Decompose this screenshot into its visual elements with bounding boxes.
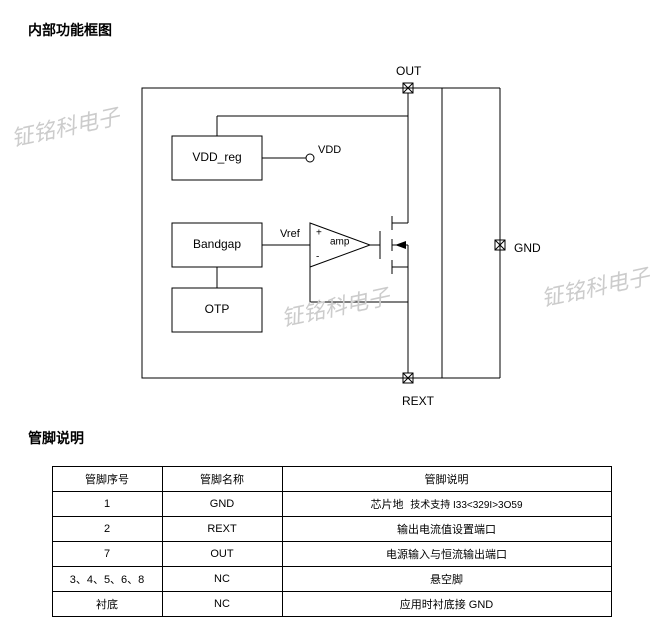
watermark-text: 钲铭科电子 [538,259,652,313]
svg-text:VDD_reg: VDD_reg [192,150,241,164]
pin-table-row: 7OUT电源输入与恒流输出端口 [52,542,611,567]
pin-desc-cell: 悬空脚 [282,567,611,592]
pin-table-header-name: 管脚名称 [162,467,282,492]
svg-text:Bandgap: Bandgap [192,237,240,251]
support-note: 技术支持 I33<329I>3O59 [407,500,522,511]
svg-text:REXT: REXT [402,394,435,408]
pin-table-row: 3、4、5、6、8NC悬空脚 [52,567,611,592]
pin-table: 管脚序号 管脚名称 管脚说明 1GND芯片地 技术支持 I33<329I>3O5… [52,466,612,617]
pin-desc-cell: 电源输入与恒流输出端口 [282,542,611,567]
svg-text:amp: amp [330,237,350,248]
pin-table-row: 衬底NC应用时衬底接 GND [52,592,611,617]
pin-num-cell: 2 [52,517,162,542]
pin-name-cell: OUT [162,542,282,567]
svg-text:-: - [316,252,319,263]
pin-table-row: 2REXT输出电流值设置端口 [52,517,611,542]
block-diagram-svg: VDD_reg Bandgap OTP VDD Vref + -amp OUT REXT GND [112,58,552,408]
pin-table-header-desc: 管脚说明 [282,467,611,492]
pin-num-cell: 7 [52,542,162,567]
svg-text:OUT: OUT [396,64,422,78]
pin-num-cell: 3、4、5、6、8 [52,567,162,592]
pin-num-cell: 衬底 [52,592,162,617]
diagram-section-title: 内部功能框图 [28,20,635,40]
svg-text:Vref: Vref [280,228,301,240]
svg-text:OTP: OTP [204,302,229,316]
svg-text:VDD: VDD [318,144,341,156]
pin-name-cell: NC [162,592,282,617]
svg-text:+: + [316,228,322,239]
block-diagram: VDD_regBandgapOTPVDDVref+-ampOUTREXTGND [112,58,552,398]
pins-section-title: 管脚说明 [28,428,635,448]
svg-text:GND: GND [514,241,541,255]
pin-name-cell: GND [162,492,282,517]
pin-desc-cell: 输出电流值设置端口 [282,517,611,542]
pin-table-header-row: 管脚序号 管脚名称 管脚说明 [52,467,611,492]
pin-name-cell: REXT [162,517,282,542]
pin-name-cell: NC [162,567,282,592]
watermark-text: 钲铭科电子 [8,99,122,153]
pin-desc-cell: 芯片地 技术支持 I33<329I>3O59 [282,492,611,517]
pin-desc-cell: 应用时衬底接 GND [282,592,611,617]
pin-num-cell: 1 [52,492,162,517]
pin-table-row: 1GND芯片地 技术支持 I33<329I>3O59 [52,492,611,517]
pin-table-header-num: 管脚序号 [52,467,162,492]
